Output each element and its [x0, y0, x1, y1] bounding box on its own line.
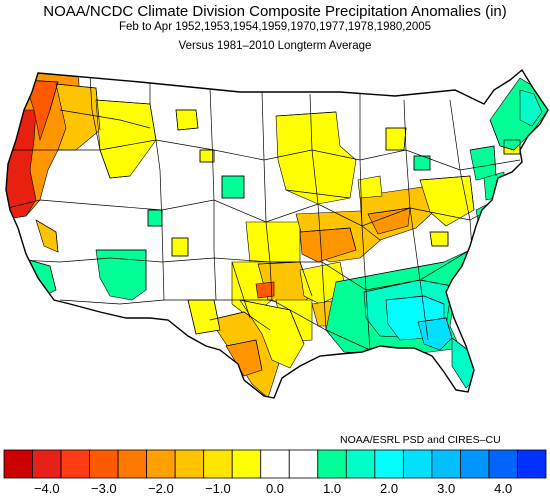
- climate-division: [147, 209, 163, 227]
- climate-division: [6, 109, 37, 221]
- climate-division: [171, 237, 189, 257]
- colorbar-swatch: [488, 449, 518, 479]
- colorbar-swatch: [317, 449, 347, 479]
- colorbar-swatch: [517, 449, 547, 479]
- us-climate-division-map: [5, 68, 549, 399]
- colorbar-swatch: [374, 449, 404, 479]
- colorbar-tick-label: −2.0: [148, 481, 174, 496]
- climate-division: [255, 281, 275, 299]
- map-subtitle-period: Feb to Apr 1952,1953,1954,1959,1970,1977…: [118, 21, 432, 33]
- map-title: NOAA/NCDC Climate Division Composite Pre…: [43, 3, 507, 20]
- dry-region-texas: [187, 299, 305, 398]
- colorbar-swatch: [174, 449, 205, 479]
- colorbar-swatch: [146, 449, 176, 479]
- colorbar-swatch: [60, 449, 90, 479]
- colorbar-tick-label: −3.0: [90, 481, 117, 496]
- colorbar-tick-label: 4.0: [494, 481, 513, 496]
- climate-division: [221, 175, 245, 199]
- climate-division-lines: [6, 74, 521, 379]
- colorbar-swatch: [117, 449, 148, 479]
- climate-division: [519, 89, 543, 127]
- colorbar-swatch: [288, 449, 319, 479]
- colorbar-tick-label: 1.0: [323, 481, 342, 496]
- colorbar-swatch: [3, 449, 33, 479]
- colorbar-swatch: [345, 449, 376, 479]
- colorbar-tick-label: −1.0: [205, 481, 231, 496]
- climate-division: [175, 109, 199, 131]
- colorbar-swatch: [231, 449, 262, 479]
- climate-division: [429, 231, 449, 247]
- colorbar-swatch: [89, 449, 119, 479]
- colorbar-swatch: [32, 449, 62, 479]
- colorbar-swatch: [460, 449, 490, 479]
- colorbar-tick-label: −4.0: [33, 481, 60, 496]
- colorbar-swatch: [431, 449, 461, 479]
- us-outline: [5, 68, 549, 399]
- map-subtitle-baseline: Versus 1981–2010 Longterm Average: [178, 40, 372, 52]
- colorbar-swatch: [203, 449, 233, 479]
- colorbar: [3, 449, 547, 479]
- climate-division: [357, 175, 383, 199]
- data-credit: NOAA/ESRL PSD and CIRES–CU: [340, 434, 501, 446]
- colorbar-swatch: [260, 449, 290, 479]
- colorbar-tick-label: 2.0: [380, 481, 399, 496]
- climate-division: [245, 221, 301, 263]
- colorbar-tick-label: 3.0: [437, 481, 456, 496]
- colorbar-swatch: [402, 449, 433, 479]
- climate-division: [199, 149, 215, 163]
- climate-division: [385, 127, 407, 151]
- colorbar-tick-label: 0.0: [265, 481, 285, 496]
